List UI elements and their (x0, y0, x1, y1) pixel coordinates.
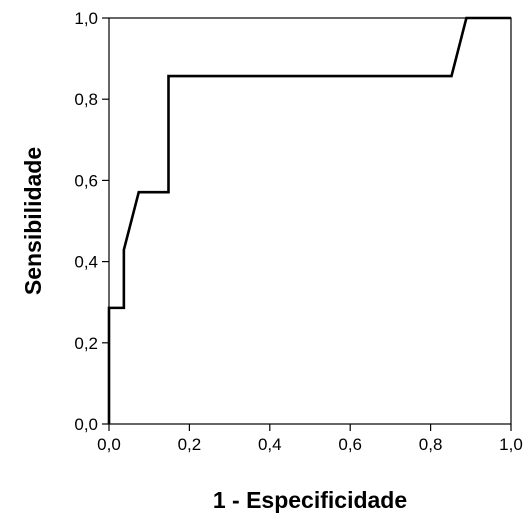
plot-frame (108, 17, 512, 425)
x-tick-label: 0,0 (97, 435, 121, 454)
y-tick-label: 0,2 (74, 334, 98, 353)
y-tick-label: 0,8 (74, 90, 98, 109)
x-axis-title: 1 - Especificidade (213, 487, 407, 513)
x-tick-label: 0,4 (258, 435, 282, 454)
x-tick-label: 1,0 (499, 435, 523, 454)
y-axis-title: Sensibilidade (20, 147, 46, 295)
y-tick-label: 0,6 (74, 171, 98, 190)
y-tick-label: 1,0 (74, 9, 98, 28)
x-axis: 0,0 0,2 0,4 0,6 0,8 1,0 (97, 424, 523, 454)
roc-curve-line (107, 16, 511, 424)
x-tick-label: 0,2 (178, 435, 202, 454)
x-tick-label: 0,6 (338, 435, 362, 454)
y-tick-label: 0,4 (74, 253, 98, 272)
x-tick-label: 0,8 (419, 435, 443, 454)
y-tick-label: 0,0 (74, 415, 98, 434)
y-axis: 0,0 0,2 0,4 0,6 0,8 1,0 (74, 9, 109, 434)
